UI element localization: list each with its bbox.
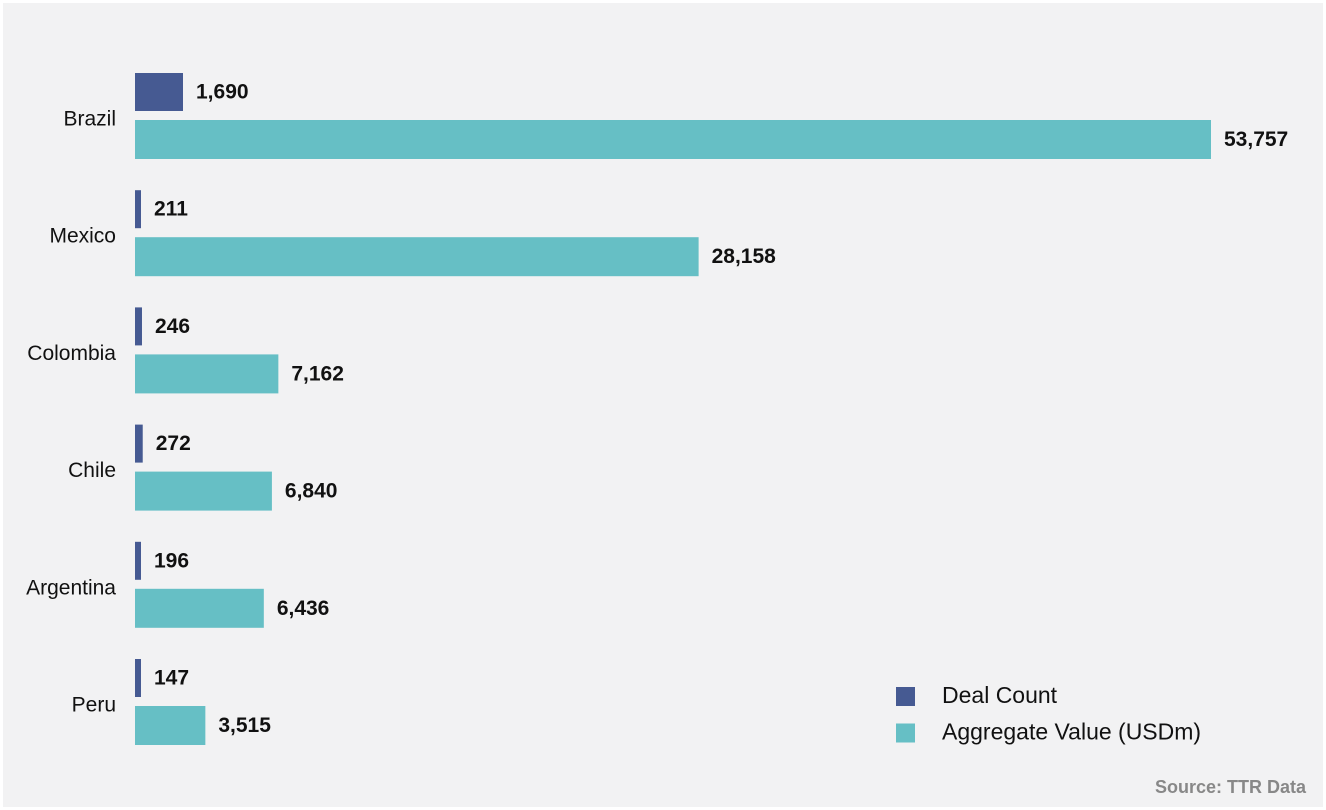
deal-count-label-colombia: 246 (155, 315, 190, 338)
deal-count-bar-chile (135, 424, 143, 463)
deal-count-bar-colombia (135, 307, 142, 346)
category-label-colombia: Colombia (27, 342, 116, 365)
deal-count-bar-mexico (135, 190, 141, 229)
deal-count-bar-argentina (135, 541, 141, 580)
aggregate-value-bar-argentina (135, 588, 264, 628)
deal-count-label-chile: 272 (156, 432, 191, 455)
deal-count-label-mexico: 211 (154, 198, 188, 221)
category-label-peru: Peru (72, 694, 116, 717)
aggregate-value-bar-colombia (135, 354, 279, 394)
legend-swatch-deal-count (896, 687, 915, 706)
deal-count-label-peru: 147 (154, 667, 189, 690)
legend-label-deal-count: Deal Count (942, 682, 1058, 708)
deal-count-label-argentina: 196 (154, 549, 189, 572)
deal-count-bar-peru (135, 659, 141, 697)
aggregate-value-bar-mexico (135, 237, 699, 277)
source-note: Source: TTR Data (1154, 777, 1306, 797)
aggregate-value-label-brazil: 53,757 (1224, 128, 1288, 151)
aggregate-value-label-argentina: 6,436 (277, 597, 330, 620)
aggregate-value-label-peru: 3,515 (218, 714, 271, 737)
deal-count-label-brazil: 1,690 (196, 81, 249, 104)
aggregate-value-bar-brazil (135, 120, 1211, 159)
category-label-brazil: Brazil (63, 108, 116, 131)
legend-swatch-aggregate-value-usdm (896, 723, 915, 743)
aggregate-value-label-chile: 6,840 (285, 480, 338, 503)
aggregate-value-bar-chile (135, 471, 272, 511)
category-label-argentina: Argentina (26, 576, 116, 599)
deal-count-bar-brazil (135, 73, 183, 111)
category-label-mexico: Mexico (49, 225, 116, 248)
legend-label-aggregate-value-usdm: Aggregate Value (USDm) (942, 719, 1201, 745)
aggregate-value-label-colombia: 7,162 (291, 362, 344, 385)
aggregate-value-label-mexico: 28,158 (712, 245, 777, 268)
category-label-chile: Chile (68, 459, 116, 482)
aggregate-value-bar-peru (135, 706, 206, 745)
